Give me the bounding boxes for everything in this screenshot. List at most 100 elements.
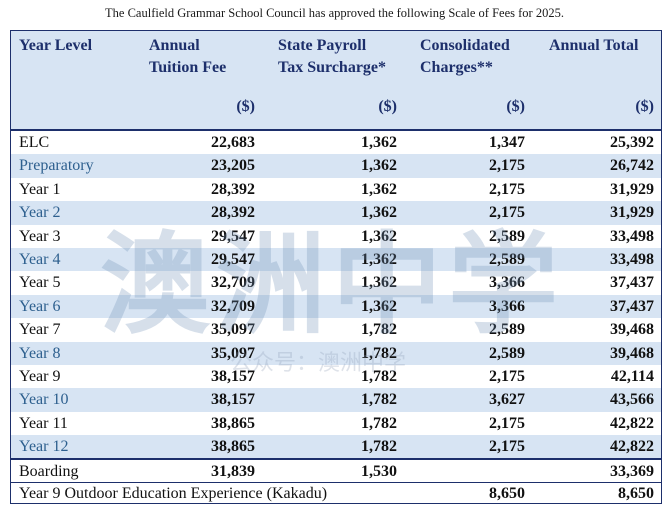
row-total: 33,498 (610, 227, 654, 245)
row-total: 39,468 (610, 344, 654, 362)
header-payroll: State Payroll Tax Surcharge* (278, 35, 386, 79)
row-payroll: 1,362 (361, 297, 397, 315)
row-consolidated: 2,175 (489, 157, 525, 175)
row-tuition: 32,709 (211, 274, 255, 292)
table-row: Year 9 38,157 1,782 2,175 42,114 (11, 365, 661, 388)
row-consolidated: 3,366 (489, 274, 525, 292)
row-year-level: Year 5 (19, 274, 61, 292)
row-tuition: 28,392 (211, 180, 255, 198)
row-consolidated: 2,175 (489, 438, 525, 456)
row-total: 43,566 (610, 391, 654, 409)
table-row: ELC 22,683 1,362 1,347 25,392 (11, 131, 661, 154)
kakadu-label: Year 9 Outdoor Education Experience (Kak… (19, 485, 328, 502)
row-payroll: 1,782 (361, 344, 397, 362)
row-tuition: 28,392 (211, 204, 255, 222)
row-consolidated: 2,175 (489, 367, 525, 385)
row-consolidated: 2,589 (489, 250, 525, 268)
row-year-level: ELC (19, 134, 50, 151)
boarding-row: Boarding 31,839 1,530 33,369 (11, 458, 661, 483)
fee-rows: ELC 22,683 1,362 1,347 25,392 Preparatory 23,2… (11, 131, 661, 459)
unit-total: ($) (635, 98, 654, 115)
table-row: Year 11 38,865 1,782 2,175 42,822 (11, 412, 661, 435)
row-total: 33,498 (610, 250, 654, 268)
row-year-level: Year 11 (19, 414, 68, 432)
row-payroll: 1,362 (361, 204, 397, 222)
row-total: 42,822 (610, 414, 654, 432)
row-consolidated: 2,589 (489, 344, 525, 362)
header-consolidated-line1: Consolidated (420, 37, 510, 54)
row-payroll: 1,782 (361, 438, 397, 456)
kakadu-row: Year 9 Outdoor Education Experience (Kak… (11, 482, 661, 505)
row-consolidated: 2,589 (489, 227, 525, 245)
header-tuition: Annual Tuition Fee (149, 35, 226, 79)
row-consolidated: 3,627 (489, 391, 525, 409)
table-header: Year Level Annual Tuition Fee State Payr… (11, 31, 661, 131)
kakadu-consolidated: 8,650 (489, 485, 525, 502)
table-row: Year 5 32,709 1,362 3,366 37,437 (11, 271, 661, 294)
table-row: Year 8 35,097 1,782 2,589 39,468 (11, 341, 661, 365)
row-consolidated: 2,175 (489, 180, 525, 198)
table-row: Year 10 38,157 1,782 3,627 43,566 (11, 388, 661, 412)
header-consolidated: Consolidated Charges** (420, 35, 510, 79)
row-total: 31,929 (610, 180, 654, 198)
row-total: 31,929 (610, 204, 654, 222)
row-payroll: 1,782 (361, 321, 397, 339)
row-year-level: Year 12 (19, 438, 69, 456)
unit-consolidated: ($) (506, 98, 525, 115)
row-total: 37,437 (610, 297, 654, 315)
row-total: 39,468 (610, 321, 654, 339)
row-total: 42,822 (610, 438, 654, 456)
row-total: 26,742 (610, 157, 654, 175)
boarding-payroll: 1,530 (361, 463, 397, 480)
row-year-level: Year 3 (19, 227, 61, 245)
header-consolidated-line2: Charges** (420, 59, 493, 76)
row-payroll: 1,362 (361, 250, 397, 268)
row-tuition: 22,683 (211, 134, 255, 151)
row-consolidated: 1,347 (489, 134, 525, 151)
row-year-level: Year 2 (19, 204, 61, 222)
header-tuition-line1: Annual (149, 37, 200, 54)
table-row: Year 6 32,709 1,362 3,366 37,437 (11, 294, 661, 319)
row-year-level: Year 8 (19, 344, 61, 362)
row-payroll: 1,782 (361, 391, 397, 409)
table-row: Year 2 28,392 1,362 2,175 31,929 (11, 201, 661, 225)
table-row: Year 12 38,865 1,782 2,175 42,822 (11, 435, 661, 459)
row-tuition: 32,709 (211, 297, 255, 315)
kakadu-total: 8,650 (618, 485, 654, 502)
row-consolidated: 3,366 (489, 297, 525, 315)
row-year-level: Year 1 (19, 180, 61, 198)
row-year-level: Year 10 (19, 391, 69, 409)
row-tuition: 35,097 (211, 344, 255, 362)
fees-table: Year Level Annual Tuition Fee State Payr… (10, 30, 662, 504)
row-tuition: 38,157 (211, 367, 255, 385)
header-tuition-line2: Tuition Fee (149, 59, 227, 76)
row-consolidated: 2,175 (489, 204, 525, 222)
fees-caption: The Caulfield Grammar School Council has… (105, 6, 564, 20)
boarding-total: 33,369 (610, 463, 654, 480)
boarding-tuition: 31,839 (211, 463, 255, 480)
row-year-level: Year 4 (19, 250, 61, 268)
row-tuition: 38,157 (211, 391, 255, 409)
header-year-level: Year Level (19, 37, 93, 54)
row-year-level: Year 9 (19, 367, 61, 385)
row-payroll: 1,782 (361, 367, 397, 385)
row-year-level: Preparatory (19, 157, 94, 175)
header-payroll-line1: State Payroll (278, 37, 367, 54)
unit-payroll: ($) (378, 98, 397, 115)
table-row: Year 4 29,547 1,362 2,589 33,498 (11, 247, 661, 272)
row-payroll: 1,362 (361, 157, 397, 175)
row-payroll: 1,362 (361, 134, 397, 151)
table-row: Preparatory 23,205 1,362 2,175 26,742 (11, 154, 661, 178)
row-tuition: 23,205 (211, 157, 255, 175)
header-payroll-line2: Tax Surcharge* (278, 59, 387, 76)
table-row: Year 3 29,547 1,362 2,589 33,498 (11, 225, 661, 248)
table-row: Year 1 28,392 1,362 2,175 31,929 (11, 178, 661, 201)
row-consolidated: 2,589 (489, 321, 525, 339)
row-total: 37,437 (610, 274, 654, 292)
row-tuition: 38,865 (211, 414, 255, 432)
row-total: 42,114 (610, 367, 654, 385)
row-tuition: 38,865 (211, 438, 255, 456)
row-payroll: 1,362 (361, 180, 397, 198)
row-payroll: 1,362 (361, 274, 397, 292)
row-tuition: 35,097 (211, 321, 255, 339)
